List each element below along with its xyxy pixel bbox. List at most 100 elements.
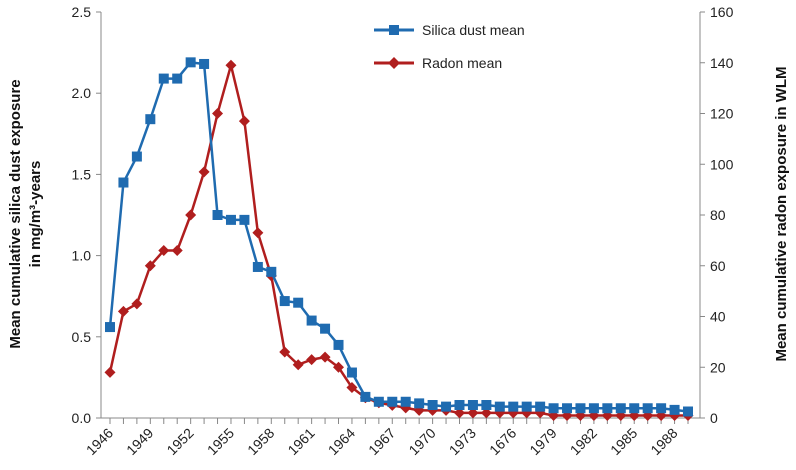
silica-data-point: [508, 401, 519, 412]
legend-silica-marker: [389, 25, 399, 35]
silica-data-point: [239, 214, 250, 225]
radon-data-point: [171, 245, 183, 257]
silica-data-point: [360, 391, 371, 402]
silica-data-point: [400, 396, 411, 407]
left-y-tick-label: 1.0: [72, 248, 92, 264]
series-layer: [104, 57, 694, 421]
silica-data-point: [494, 401, 505, 412]
left-y-tick-label: 2.5: [72, 4, 92, 20]
silica-data-point: [105, 322, 115, 333]
silica-data-point: [373, 396, 384, 407]
radon-series-line: [108, 64, 688, 417]
silica-data-point: [441, 401, 452, 412]
x-tick-label: 1676: [486, 425, 519, 458]
silica-data-point: [414, 398, 425, 409]
silica-data-point: [145, 114, 156, 125]
legend-item-radon: Radon mean: [374, 55, 502, 71]
silica-data-point: [225, 214, 236, 225]
right-y-tick-label: 0: [710, 410, 718, 426]
radon-data-point: [144, 260, 156, 272]
radon-data-point: [467, 407, 479, 419]
silica-data-point: [575, 403, 586, 414]
radon-data-point: [480, 407, 492, 419]
silica-data-point: [454, 400, 465, 411]
silica-data-point: [481, 400, 492, 411]
x-minor-ticks: [109, 418, 689, 424]
x-tick-label: 1982: [567, 425, 600, 458]
right-y-tick-label: 20: [710, 359, 726, 375]
x-tick-label: 1949: [123, 425, 156, 458]
left-y-tick-label: 1.5: [72, 166, 92, 182]
silica-data-point: [467, 400, 478, 411]
radon-data-point: [238, 115, 250, 127]
x-tick-label: 1967: [365, 425, 398, 458]
silica-data-point: [588, 403, 599, 414]
silica-data-point: [602, 403, 613, 414]
x-tick-label: 1988: [647, 425, 680, 458]
silica-data-point: [252, 261, 263, 272]
radon-data-point: [252, 227, 264, 239]
legend-radon-label: Radon mean: [422, 55, 502, 71]
silica-data-point: [535, 401, 546, 412]
legend-item-silica: Silica dust mean: [374, 22, 525, 38]
radon-data-point: [306, 354, 318, 366]
silica-data-point: [642, 403, 653, 414]
right-y-axis-ticks: 0 20 40 60 80 100 120 140 160: [700, 4, 734, 426]
radon-data-point: [117, 305, 129, 317]
x-tick-label: 1958: [244, 425, 277, 458]
radon-data-point: [212, 108, 224, 119]
right-y-axis-title: Mean cumulative radon exposure in WLM: [773, 66, 790, 361]
left-y-tick-label: 0.5: [72, 329, 92, 345]
radon-data-point: [131, 298, 143, 310]
silica-data-point: [306, 315, 317, 326]
silica-data-point: [683, 406, 693, 417]
x-tick-label: 1955: [204, 425, 237, 458]
left-y-axis-title: Mean cumulative silica dust exposure: [7, 79, 24, 348]
radon-data-point: [198, 166, 210, 178]
legend-silica-label: Silica dust mean: [422, 22, 525, 38]
radon-data-point: [185, 209, 197, 221]
left-y-axis-ticks: 0.0 0.5 1.0 1.5 2.0 2.5: [72, 4, 101, 426]
radon-data-point: [346, 382, 358, 394]
radon-data-point: [292, 359, 304, 371]
silica-data-point: [266, 266, 277, 277]
x-tick-label: 1964: [325, 425, 358, 458]
left-y-tick-label: 0.0: [72, 410, 92, 426]
x-tick-label: 1970: [405, 425, 438, 458]
radon-data-point: [104, 366, 116, 378]
x-tick-label: 1952: [163, 425, 196, 458]
silica-data-point: [427, 400, 438, 411]
radon-data-point: [333, 361, 345, 373]
silica-series-line: [108, 61, 689, 413]
silica-data-point: [158, 73, 169, 84]
x-axis-ticks: 1946 1949 1952 1955 1958 1961 1964 1967 1970 1973…: [83, 425, 681, 458]
radon-data-point: [279, 346, 291, 358]
silica-data-point: [656, 403, 667, 414]
right-y-tick-label: 160: [710, 4, 734, 20]
silica-data-point: [629, 403, 640, 414]
silica-data-point: [131, 151, 142, 162]
radon-data-point: [453, 407, 465, 419]
silica-data-point: [333, 339, 344, 350]
right-y-tick-label: 120: [710, 106, 734, 122]
x-tick-label: 1946: [83, 425, 116, 458]
silica-data-point: [615, 403, 626, 414]
silica-data-point: [172, 73, 183, 84]
x-tick-label: 1985: [607, 425, 640, 458]
legend: Silica dust mean Radon mean: [374, 22, 525, 71]
silica-data-point: [562, 403, 573, 414]
silica-data-point: [118, 177, 129, 188]
right-y-tick-label: 60: [710, 258, 726, 274]
radon-data-point: [225, 59, 237, 71]
left-y-axis-title-line2: in mg/m³-years: [27, 161, 44, 268]
radon-data-point: [158, 245, 170, 257]
silica-data-point: [320, 323, 331, 334]
right-y-tick-label: 140: [710, 55, 734, 71]
x-tick-label: 1973: [446, 425, 479, 458]
right-y-tick-label: 40: [710, 309, 726, 325]
x-tick-label: 1961: [284, 425, 317, 458]
x-tick-label: 1979: [526, 425, 559, 458]
silica-data-point: [387, 396, 398, 407]
right-y-tick-label: 100: [710, 156, 734, 172]
